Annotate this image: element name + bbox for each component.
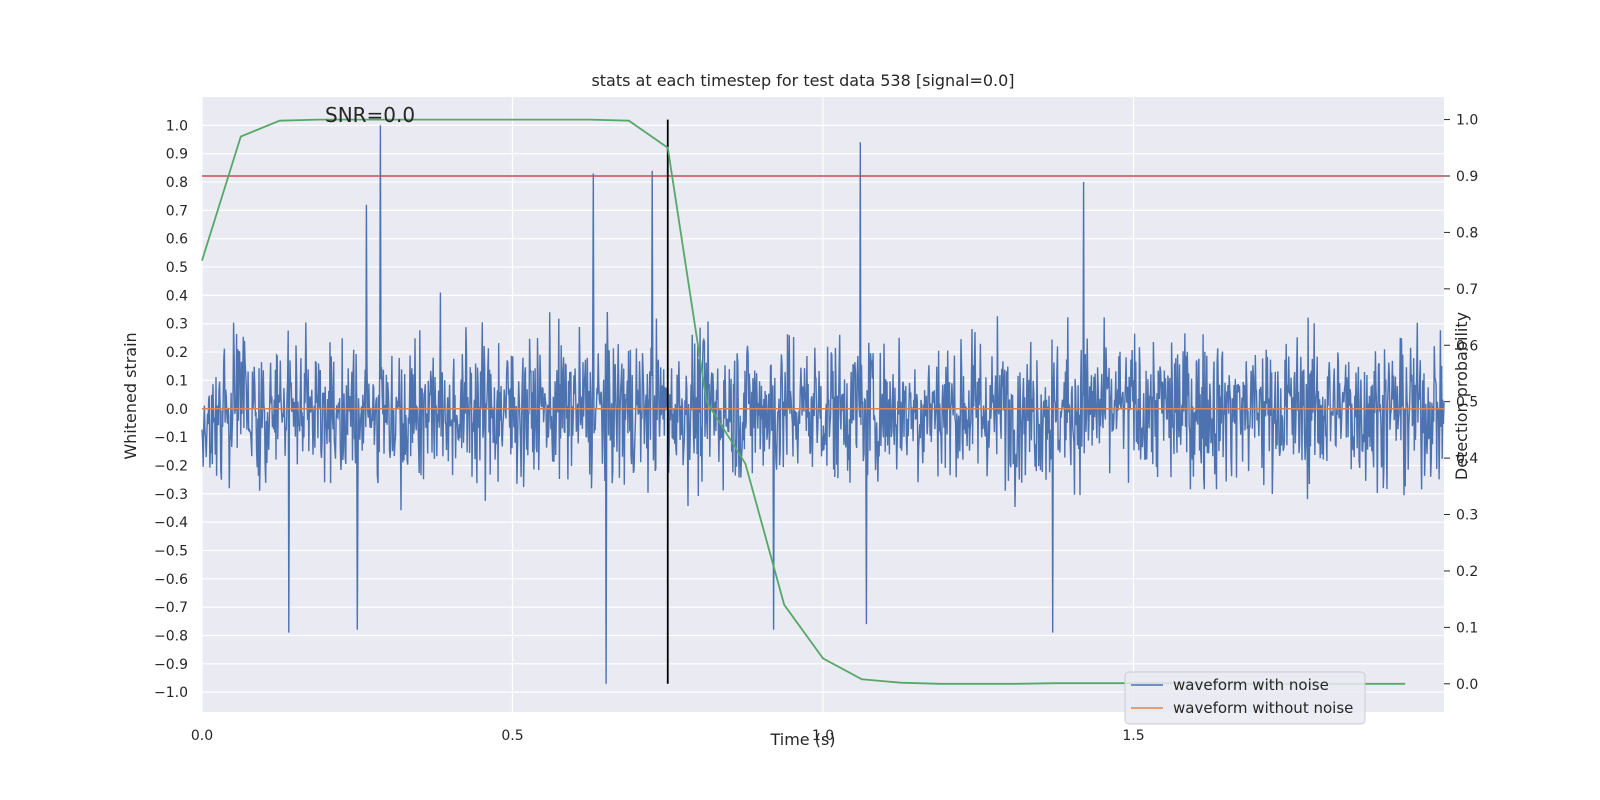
left-axis-ticks: −1.0 −0.9 −0.8 −0.7 −0.6 −0.5 −0.4 −0.3 −0.2 −0.1… [154, 118, 188, 701]
right-tick-label: 0.9 [1456, 169, 1478, 185]
right-tick-label: 0.7 [1456, 282, 1478, 298]
x-tick-label: 1.5 [1122, 728, 1144, 744]
right-tick-label: 0.5 [1456, 395, 1478, 411]
left-tick-label: 0.3 [166, 317, 188, 333]
right-tick-label: 0.4 [1456, 451, 1478, 467]
right-axis-ticks: 0.0 0.1 0.2 0.3 0.4 0.5 0.6 0.7 0.8 0.9 1.0 [1444, 113, 1478, 693]
left-tick-label: −0.9 [154, 657, 188, 673]
legend-box [1124, 671, 1366, 725]
left-tick-label: 0.2 [166, 345, 188, 361]
left-tick-label: −0.2 [154, 458, 188, 474]
x-tick-label: 0.0 [191, 728, 213, 744]
left-tick-label: 0.5 [166, 260, 188, 276]
left-tick-label: 0.8 [166, 175, 188, 191]
right-axis-label: Detection probability [1452, 312, 1471, 480]
left-tick-label: −0.4 [154, 515, 188, 531]
left-tick-label: −1.0 [154, 685, 188, 701]
left-tick-label: 0.0 [166, 402, 188, 418]
right-tick-label: 0.8 [1456, 225, 1478, 241]
noise-waveform-line [201, 125, 1445, 684]
left-tick-label: 0.6 [166, 232, 188, 248]
left-tick-label: 1.0 [166, 118, 188, 134]
left-tick-label: 0.9 [166, 147, 188, 163]
legend: waveform with noise waveform without noi… [1124, 671, 1366, 725]
left-tick-label: 0.1 [166, 373, 188, 389]
legend-entry-clean: waveform without noise [1173, 699, 1353, 717]
x-tick-label: 1.0 [812, 728, 834, 744]
right-tick-label: 0.3 [1456, 508, 1478, 524]
left-tick-label: −0.5 [154, 543, 188, 559]
noise-series [201, 125, 1445, 684]
x-axis-ticks: 0.0 0.5 1.0 1.5 [191, 728, 1145, 744]
left-axis-label: Whitened strain [121, 332, 140, 459]
left-tick-label: −0.6 [154, 572, 188, 588]
x-axis-label: Time (s) [769, 730, 835, 749]
right-tick-label: 1.0 [1456, 113, 1478, 129]
left-tick-label: −0.8 [154, 628, 188, 644]
right-tick-label: 0.2 [1456, 564, 1478, 580]
left-tick-label: −0.3 [154, 487, 188, 503]
x-tick-label: 0.5 [501, 728, 523, 744]
legend-entry-noise: waveform with noise [1173, 676, 1329, 694]
chart-title: stats at each timestep for test data 538… [591, 71, 1014, 90]
right-tick-label: 0.1 [1456, 620, 1478, 636]
left-tick-label: −0.7 [154, 600, 188, 616]
right-tick-label: 0.0 [1456, 677, 1478, 693]
right-tick-label: 0.6 [1456, 338, 1478, 354]
left-tick-label: 0.4 [166, 288, 188, 304]
snr-annotation: SNR=0.0 [325, 103, 415, 127]
left-tick-label: 0.7 [166, 203, 188, 219]
left-tick-label: −0.1 [154, 430, 188, 446]
